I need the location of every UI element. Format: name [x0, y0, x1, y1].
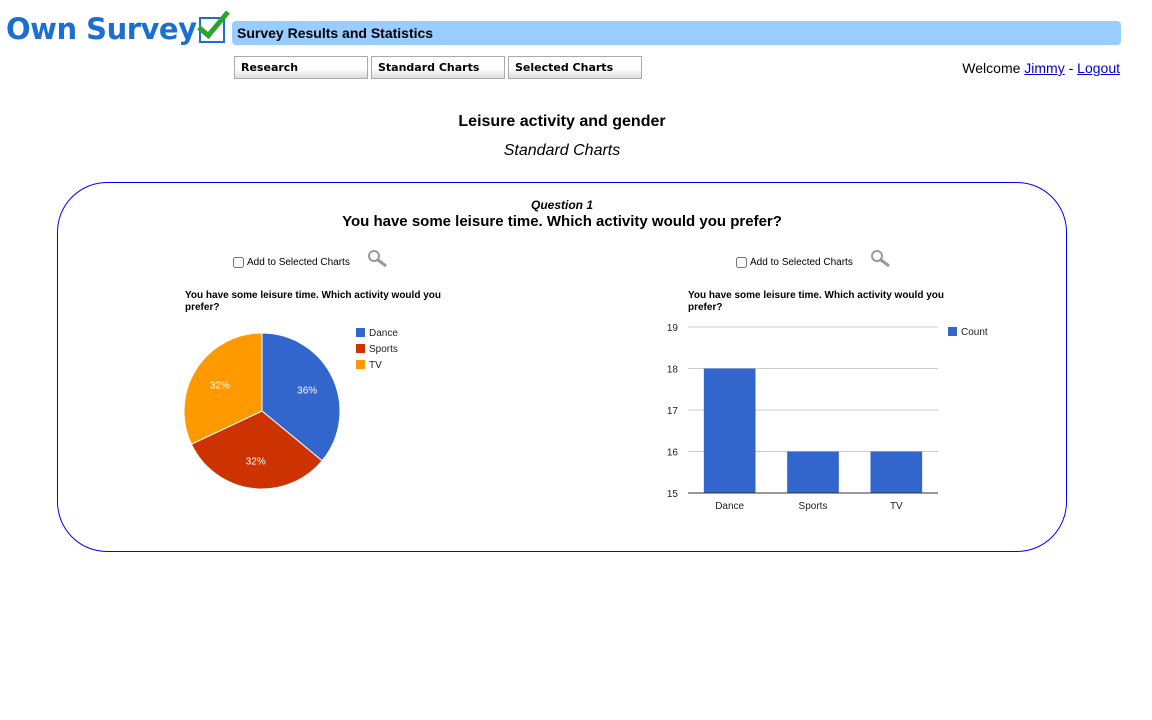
add-label: Add to Selected Charts — [750, 257, 853, 268]
x-tick-label: Dance — [715, 501, 744, 512]
legend-swatch — [948, 327, 957, 336]
y-tick-label: 18 — [667, 365, 679, 376]
question-text: You have some leisure time. Which activi… — [342, 213, 782, 230]
header-title: Survey Results and Statistics — [232, 21, 1121, 45]
bar-sports — [787, 451, 839, 493]
bar-dance — [703, 368, 756, 493]
welcome-text: Welcome — [962, 60, 1021, 76]
pie-slice-tv — [183, 332, 263, 445]
tab-standard-charts[interactable]: Standard Charts — [371, 56, 505, 79]
tab-selected-charts[interactable]: Selected Charts — [508, 56, 642, 79]
legend-label: TV — [369, 360, 382, 371]
legend-label: Dance — [369, 328, 398, 339]
pie-label: 32% — [210, 380, 230, 391]
bar-chart: 15 16 17 18 19 Dance Sports TV Count — [667, 323, 988, 512]
add-checkbox[interactable] — [736, 257, 747, 268]
logo: Own Survey — [6, 12, 225, 46]
separator: - — [1068, 60, 1074, 76]
page-title: Leisure activity and gender — [458, 113, 666, 130]
logo-text: Own Survey — [6, 12, 197, 46]
bar-tv — [870, 451, 923, 493]
legend-swatch — [356, 344, 365, 353]
welcome-area: Welcome Jimmy - Logout — [962, 60, 1120, 76]
y-tick-label: 15 — [667, 489, 679, 500]
add-checkbox[interactable] — [233, 257, 244, 268]
user-link[interactable]: Jimmy — [1024, 60, 1065, 76]
add-label: Add to Selected Charts — [247, 257, 350, 268]
y-tick-label: 16 — [667, 448, 679, 459]
magnifier-icon[interactable] — [367, 249, 389, 269]
question-number: Question 1 — [530, 198, 593, 212]
magnifier-icon[interactable] — [870, 249, 892, 269]
legend-swatch — [356, 328, 365, 337]
y-tick-label: 17 — [667, 406, 679, 417]
pie-slice-sports — [190, 410, 323, 490]
pie-label: 36% — [297, 386, 317, 397]
add-to-selected-bar[interactable]: Add to Selected Charts — [736, 257, 853, 268]
tab-research[interactable]: Research — [234, 56, 368, 79]
pie-chart-title: You have some leisure time. Which activi… — [185, 290, 441, 313]
x-tick-label: Sports — [799, 501, 828, 512]
legend-swatch — [356, 360, 365, 369]
page-subtitle: Standard Charts — [503, 142, 621, 159]
bar-chart-title: You have some leisure time. Which activi… — [688, 290, 944, 313]
pie-label: 32% — [246, 457, 266, 468]
y-tick-label: 19 — [667, 323, 679, 334]
logout-link[interactable]: Logout — [1077, 60, 1120, 76]
pie-slice-dance — [261, 332, 341, 462]
legend-label: Sports — [369, 344, 398, 355]
x-tick-label: TV — [890, 501, 903, 512]
pie-chart: 36% Dance 32% Sports 32% TV — [183, 328, 398, 490]
question-panel — [57, 182, 1067, 552]
legend-label: Count — [961, 327, 988, 338]
add-to-selected-pie[interactable]: Add to Selected Charts — [233, 257, 350, 268]
checkmark-icon — [198, 17, 225, 43]
